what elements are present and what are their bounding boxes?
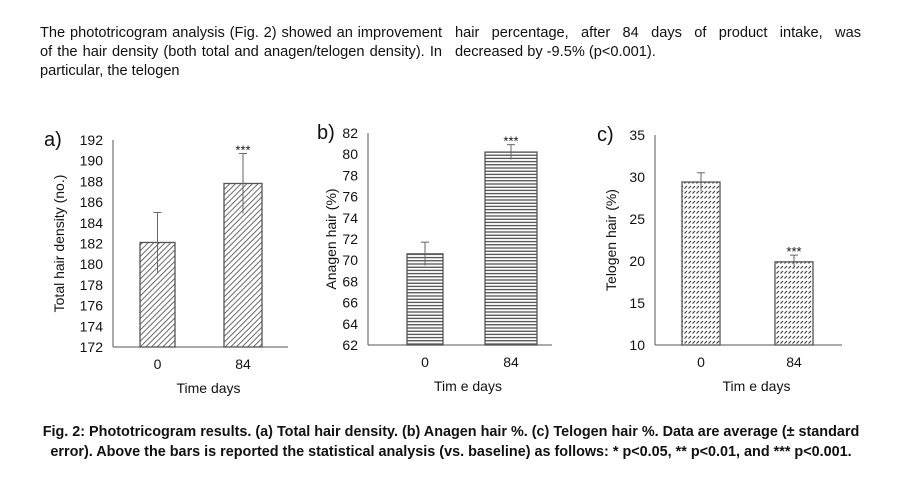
y-tick-label: 70 xyxy=(342,252,358,268)
y-axis-title: Total hair density (no.) xyxy=(51,175,67,313)
bar xyxy=(223,182,263,348)
y-tick-label: 186 xyxy=(80,194,104,210)
y-tick-label: 78 xyxy=(342,167,358,183)
body-text-right-column: hair percentage, after 84 days of produc… xyxy=(455,25,861,60)
panel-label: a) xyxy=(44,129,62,151)
bar xyxy=(774,261,814,346)
y-tick-label: 76 xyxy=(342,189,358,205)
y-tick-label: 172 xyxy=(80,339,104,355)
y-tick-label: 188 xyxy=(80,173,104,189)
bar xyxy=(484,151,538,346)
y-tick-label: 72 xyxy=(342,231,358,247)
x-axis-title: Tim e days xyxy=(723,378,791,394)
y-tick-label: 62 xyxy=(342,337,358,353)
y-tick-label: 176 xyxy=(80,298,104,314)
y-tick-label: 10 xyxy=(629,337,645,353)
bar xyxy=(681,181,721,346)
y-tick-label: 20 xyxy=(629,253,645,269)
panel-label: b) xyxy=(317,122,335,144)
y-tick-label: 66 xyxy=(342,295,358,311)
x-tick-label: 84 xyxy=(235,356,251,372)
y-tick-label: 190 xyxy=(80,153,104,169)
y-tick-label: 180 xyxy=(80,256,104,272)
significance-label: *** xyxy=(786,244,801,259)
y-tick-label: 30 xyxy=(629,169,645,185)
x-axis-title: Tim e days xyxy=(434,378,502,394)
x-axis-title: Time days xyxy=(176,380,240,396)
significance-label: *** xyxy=(503,134,518,149)
x-tick-label: 0 xyxy=(697,354,705,370)
y-tick-label: 184 xyxy=(80,215,104,231)
y-tick-label: 192 xyxy=(80,132,104,148)
y-tick-label: 82 xyxy=(342,125,358,141)
y-tick-label: 74 xyxy=(342,210,358,226)
x-tick-label: 0 xyxy=(421,354,429,370)
y-tick-label: 178 xyxy=(80,277,104,293)
x-tick-label: 0 xyxy=(154,356,162,372)
y-axis-title: Telogen hair (%) xyxy=(603,189,619,291)
y-tick-label: 68 xyxy=(342,273,358,289)
y-tick-label: 64 xyxy=(342,316,358,332)
x-tick-label: 84 xyxy=(503,354,519,370)
x-tick-label: 84 xyxy=(786,354,802,370)
panel-label: c) xyxy=(597,124,614,146)
y-tick-label: 35 xyxy=(629,127,645,143)
y-tick-label: 182 xyxy=(80,236,104,252)
significance-label: *** xyxy=(235,142,250,157)
bar xyxy=(406,253,444,346)
body-text-left-column: The phototricogram analysis (Fig. 2) sho… xyxy=(40,25,442,79)
y-tick-label: 15 xyxy=(629,295,645,311)
y-axis-title: Anagen hair (%) xyxy=(323,188,339,289)
figure-caption: Fig. 2: Phototricogram results. (a) Tota… xyxy=(42,424,860,460)
y-tick-label: 174 xyxy=(80,318,104,334)
y-tick-label: 80 xyxy=(342,146,358,162)
y-tick-label: 25 xyxy=(629,211,645,227)
